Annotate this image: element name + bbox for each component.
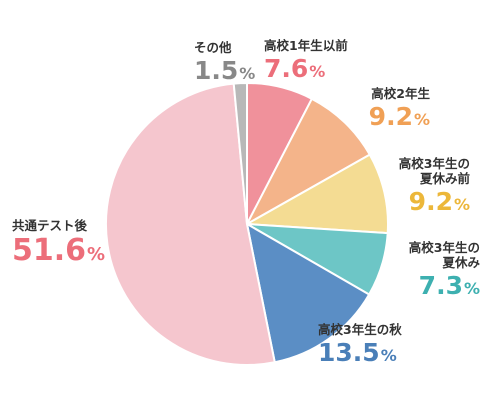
slice-caption: 高校3年生の秋	[318, 322, 402, 337]
pie-slice-5	[246, 223, 371, 364]
slice-percent-unit: %	[309, 62, 326, 81]
slice-percent-unit: %	[87, 244, 106, 265]
slice-percent: 9.2%	[399, 189, 470, 214]
slice-caption: その他	[194, 40, 255, 55]
slice-caption-line: 高校1年生以前	[264, 38, 348, 53]
slice-caption-line: 高校3年生の	[398, 156, 470, 171]
slice-caption-line: 夏休み	[442, 255, 480, 270]
slice-percent-value: 1.5	[194, 56, 239, 85]
slice-percent-value: 9.2	[368, 102, 413, 131]
slice-percent-unit: %	[239, 64, 256, 83]
slice-percent-unit: %	[413, 110, 430, 129]
slice-caption-line: 高校3年生の	[408, 240, 480, 255]
pie-slice-3	[246, 153, 390, 235]
slice-label-2: 高校2年生 9.2%	[369, 86, 430, 129]
slice-caption: 高校3年生の 夏休み前	[399, 156, 470, 186]
slice-percent-value: 13.5	[318, 338, 380, 367]
slice-caption-line: 高校3年生の秋	[318, 322, 402, 337]
slice-caption-line: 夏休み前	[419, 171, 470, 186]
slice-caption: 高校3年生の 夏休み	[409, 240, 480, 270]
pie-slice-2	[246, 97, 371, 225]
slice-label-4: 高校3年生の 夏休み 7.3%	[409, 240, 480, 298]
slice-label-3: 高校3年生の 夏休み前 9.2%	[399, 156, 470, 214]
slice-percent: 7.6%	[264, 56, 348, 81]
slice-percent-unit: %	[380, 346, 397, 365]
slice-caption-line: 高校2年生	[371, 86, 430, 101]
slice-percent: 7.3%	[409, 273, 480, 298]
slice-caption: 共通テスト後	[12, 218, 105, 233]
slice-percent-value: 51.6	[12, 233, 87, 268]
pie-slice-6	[104, 82, 276, 367]
slice-label-6: 共通テスト後 51.6%	[12, 218, 105, 266]
slice-percent: 9.2%	[369, 104, 430, 129]
slice-percent: 1.5%	[194, 58, 255, 83]
slice-caption-line: 共通テスト後	[12, 218, 88, 233]
pie-slice-7	[232, 82, 248, 225]
slice-caption: 高校1年生以前	[264, 38, 348, 53]
slice-percent: 13.5%	[318, 340, 402, 365]
slice-label-1: 高校1年生以前 7.6%	[264, 38, 348, 81]
slice-caption-line: その他	[194, 40, 232, 55]
slice-percent-value: 9.2	[408, 187, 453, 216]
slice-percent-value: 7.3	[418, 271, 463, 300]
slice-caption: 高校2年生	[369, 86, 430, 101]
slice-percent: 51.6%	[12, 236, 105, 266]
slice-label-7: その他 1.5%	[194, 40, 255, 83]
slice-percent-unit: %	[463, 279, 480, 298]
slice-percent-value: 7.6	[264, 54, 309, 83]
slice-percent-unit: %	[453, 195, 470, 214]
slice-label-5: 高校3年生の秋 13.5%	[318, 322, 402, 365]
